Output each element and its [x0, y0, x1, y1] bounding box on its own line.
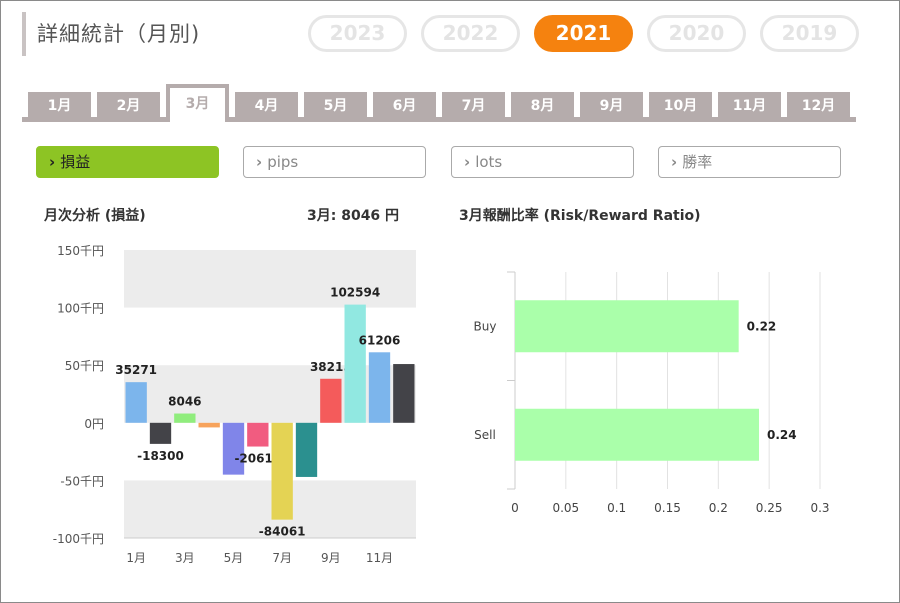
bar-9月: [320, 378, 342, 423]
bar-Buy: [515, 300, 739, 353]
grid-band: [124, 250, 416, 308]
x-tick-label: 0.1: [607, 501, 626, 515]
chevron-right-icon: ›: [256, 153, 263, 171]
x-tick-label: 0.15: [654, 501, 681, 515]
x-tick-label: 0: [511, 501, 519, 515]
x-tick-label: 11月: [366, 551, 393, 565]
y-tick-label: -50千円: [60, 474, 104, 488]
y-category-label: Buy: [474, 319, 497, 333]
month-tab-2[interactable]: 2月: [97, 92, 160, 120]
year-tab-2019[interactable]: 2019: [760, 15, 859, 52]
monthly-chart-title: 月次分析 (損益): [44, 208, 146, 224]
data-label: -18300: [137, 449, 184, 463]
y-tick-label: 0円: [84, 417, 104, 431]
risk-reward-chart: 0 0.05 0.1 0.15 0.2 0.25 0.3 Buy 0.22 Sell 0.24: [474, 271, 830, 515]
metric-label: pips: [267, 153, 299, 171]
y-category-label: Sell: [474, 428, 496, 442]
month-tabs: 1月 2月 3月 4月 5月 6月 7月 8月 9月 10月 11月 12月: [28, 84, 853, 122]
x-tick-label: 0.2: [709, 501, 728, 515]
title-accent-bar: [22, 12, 26, 56]
data-label: 61206: [359, 333, 401, 347]
metric-button-win-rate[interactable]: › 勝率: [658, 146, 841, 178]
monthly-summary: 3月: 8046 円: [307, 208, 400, 224]
metric-label: 損益: [60, 153, 91, 171]
bar-6月: [247, 422, 269, 447]
data-label: 38215: [310, 360, 352, 374]
rr-chart-title: 3月報酬比率 (Risk/Reward Ratio): [459, 208, 701, 224]
bar-1月: [125, 382, 147, 423]
metric-button-pips[interactable]: › pips: [243, 146, 426, 178]
data-label: -84061: [259, 525, 306, 539]
monthly-pl-chart: 150千円 100千円 50千円 0円 -50千円 -100千円 35271 1月 -18300…: [53, 244, 416, 565]
month-tab-3[interactable]: 3月: [166, 84, 229, 122]
x-tick-label: 9月: [321, 551, 341, 565]
bar-5月: [222, 422, 245, 475]
month-tab-7[interactable]: 7月: [442, 92, 505, 120]
metric-button-lots[interactable]: › lots: [451, 146, 634, 178]
month-tab-11[interactable]: 11月: [718, 92, 781, 120]
data-label: -20614: [234, 452, 281, 466]
metric-button-profit[interactable]: › 損益: [36, 146, 219, 178]
month-tab-4[interactable]: 4月: [235, 92, 298, 120]
grid-band: [124, 480, 416, 538]
month-tabs-baseline: [22, 117, 856, 122]
page-title: 詳細統計（月別): [37, 22, 201, 46]
month-tab-10[interactable]: 10月: [649, 92, 712, 120]
year-tab-2022[interactable]: 2022: [421, 15, 520, 52]
chevron-right-icon: ›: [464, 153, 471, 171]
grid-band: [124, 365, 416, 423]
x-tick-label: 7月: [272, 551, 292, 565]
month-tab-6[interactable]: 6月: [373, 92, 436, 120]
bar-8月: [295, 422, 318, 477]
bar-3月: [174, 413, 196, 423]
bar-11月: [368, 352, 391, 423]
year-selector: 2023 2022 2021 2020 2019: [308, 15, 859, 52]
month-tab-9[interactable]: 9月: [580, 92, 643, 120]
month-tab-5[interactable]: 5月: [304, 92, 367, 120]
x-tick-label: 0.3: [810, 501, 829, 515]
y-tick-label: 150千円: [57, 244, 104, 258]
y-tick-label: 50千円: [65, 359, 104, 373]
x-tick-label: 0.05: [552, 501, 579, 515]
month-tab-12[interactable]: 12月: [787, 92, 850, 120]
bar-Sell: [515, 408, 759, 461]
year-tab-2020[interactable]: 2020: [647, 15, 746, 52]
year-tab-2021[interactable]: 2021: [534, 15, 633, 52]
x-tick-label: 1月: [126, 551, 146, 565]
data-label: 102594: [330, 286, 380, 300]
chevron-right-icon: ›: [49, 153, 56, 171]
bar-7月: [271, 422, 293, 520]
x-tick-label: 5月: [224, 551, 244, 565]
bar-2月: [149, 422, 172, 444]
bar-4月: [198, 422, 220, 428]
metric-label: lots: [475, 153, 503, 171]
year-tab-2023[interactable]: 2023: [308, 15, 407, 52]
data-label: 0.22: [747, 319, 777, 333]
data-label: 0.24: [767, 428, 797, 442]
data-label: 35271: [115, 363, 157, 377]
month-tab-1[interactable]: 1月: [28, 92, 91, 120]
y-tick-label: -100千円: [53, 532, 104, 546]
y-tick-label: 100千円: [57, 302, 104, 316]
x-tick-label: 3月: [175, 551, 195, 565]
x-tick-label: 0.25: [756, 501, 783, 515]
metric-label: 勝率: [682, 153, 713, 171]
chevron-right-icon: ›: [671, 153, 678, 171]
month-tab-8[interactable]: 8月: [511, 92, 574, 120]
bar-10月: [344, 304, 366, 423]
bar-12月: [393, 364, 415, 423]
data-label: 8046: [168, 395, 201, 409]
